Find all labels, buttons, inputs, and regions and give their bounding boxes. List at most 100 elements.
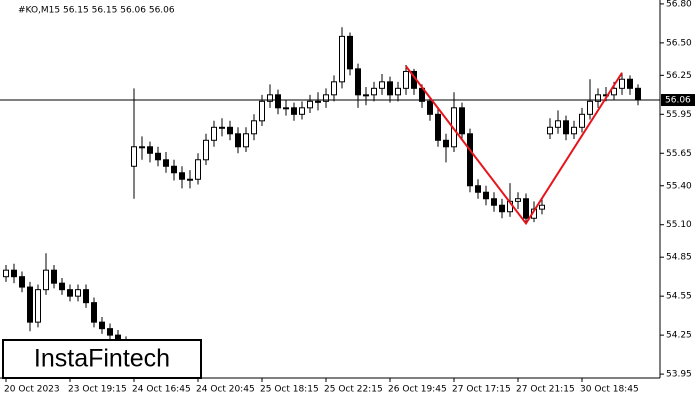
y-tick-label: 54.85 [666, 253, 692, 263]
candle-body [11, 269, 17, 278]
candle-body [67, 289, 73, 297]
candle-body [19, 276, 25, 288]
candle-body [563, 120, 569, 135]
candle-body [491, 198, 497, 206]
candle-body [331, 81, 337, 96]
candle-body [203, 139, 209, 161]
candle-body [179, 172, 185, 180]
y-tick-label: 56.80 [666, 0, 692, 9]
candle-body [579, 113, 585, 128]
candle-body [427, 100, 433, 115]
candle-body [299, 107, 305, 115]
candle-body [571, 126, 577, 135]
x-tick-label: 25 Oct 22:15 [324, 385, 383, 395]
candle-body [155, 152, 161, 161]
candle-body [395, 87, 401, 96]
candle-body [387, 81, 393, 96]
candle-body [635, 87, 641, 101]
candle-body [515, 198, 521, 202]
y-tick-label: 54.25 [666, 331, 692, 341]
last-price-box [661, 94, 695, 107]
candle-body [235, 133, 241, 148]
candle-body [251, 120, 257, 135]
y-tick-label: 55.10 [666, 220, 692, 230]
candle-body [483, 191, 489, 200]
candle-body [499, 204, 505, 213]
candle-body [547, 126, 553, 135]
candle-body [275, 94, 281, 109]
candle-body [267, 94, 273, 102]
candle-body [339, 35, 345, 83]
candle-body [467, 133, 473, 187]
candle-body [379, 81, 385, 89]
candle-body [59, 282, 65, 291]
logo: InstaFintech [34, 345, 170, 373]
candle-body [611, 87, 617, 96]
candle-body [323, 94, 329, 102]
last-price-label: 56.06 [665, 96, 691, 106]
x-tick-label: 26 Oct 19:45 [388, 385, 447, 395]
candle-body [187, 178, 193, 181]
y-tick-label: 53.95 [666, 370, 692, 380]
candle-body [107, 328, 113, 336]
y-tick-label: 54.55 [666, 292, 692, 302]
candle-body [83, 289, 89, 304]
candle-body [211, 126, 217, 141]
candle-body [443, 139, 449, 148]
x-tick-label: 27 Oct 17:15 [452, 385, 511, 395]
candle-body [131, 146, 137, 167]
candle-body [475, 185, 481, 193]
candle-body [363, 94, 369, 97]
candle-body [539, 204, 545, 210]
candle-body [523, 198, 529, 219]
y-tick-label: 55.40 [666, 181, 692, 191]
candle-body [355, 68, 361, 96]
candle-body [27, 286, 33, 323]
y-tick-label: 56.50 [666, 38, 692, 48]
candle-body [99, 321, 105, 330]
candle-body [555, 120, 561, 128]
y-tick-label: 55.95 [666, 110, 692, 120]
x-tick-label: 20 Oct 2023 [4, 385, 60, 395]
x-tick-label: 24 Oct 16:45 [132, 385, 191, 395]
candle-body [139, 146, 145, 149]
pattern-line [405, 65, 623, 226]
candle-body [259, 100, 265, 122]
candle-body [219, 126, 225, 129]
candle-body [291, 107, 297, 115]
y-tick-label: 55.65 [666, 149, 692, 159]
candle-body [627, 78, 633, 89]
candle-body [307, 100, 313, 109]
candle-body [435, 113, 441, 141]
candle-body [371, 87, 377, 96]
candle-body [587, 100, 593, 115]
candle-body [171, 165, 177, 174]
candle-body [227, 126, 233, 135]
candle-body [403, 70, 409, 89]
candle-body [459, 107, 465, 135]
y-tick-label: 56.25 [666, 71, 692, 81]
candle-body [315, 100, 321, 103]
candle-body [243, 133, 249, 148]
candle-body [283, 107, 289, 110]
candle-body [75, 289, 81, 297]
x-tick-label: 30 Oct 18:45 [580, 385, 639, 395]
x-tick-label: 23 Oct 19:15 [68, 385, 127, 395]
candle-body [91, 302, 97, 323]
candle-body [51, 269, 57, 284]
candle-body [619, 78, 625, 89]
candle-body [195, 159, 201, 180]
x-tick-label: 24 Oct 20:45 [196, 385, 255, 395]
logo-box [2, 339, 202, 379]
candle-body [595, 94, 601, 102]
candle-body [347, 35, 353, 70]
candle-body [163, 159, 169, 167]
x-tick-label: 27 Oct 21:15 [516, 385, 575, 395]
x-tick-label: 25 Oct 18:15 [260, 385, 319, 395]
candle-body [147, 146, 153, 154]
candle-body [35, 289, 41, 323]
candle-body [43, 269, 49, 291]
candle-body [3, 269, 9, 278]
chart-title: #KO,M15 56.15 56.15 56.06 56.06 [18, 6, 175, 16]
